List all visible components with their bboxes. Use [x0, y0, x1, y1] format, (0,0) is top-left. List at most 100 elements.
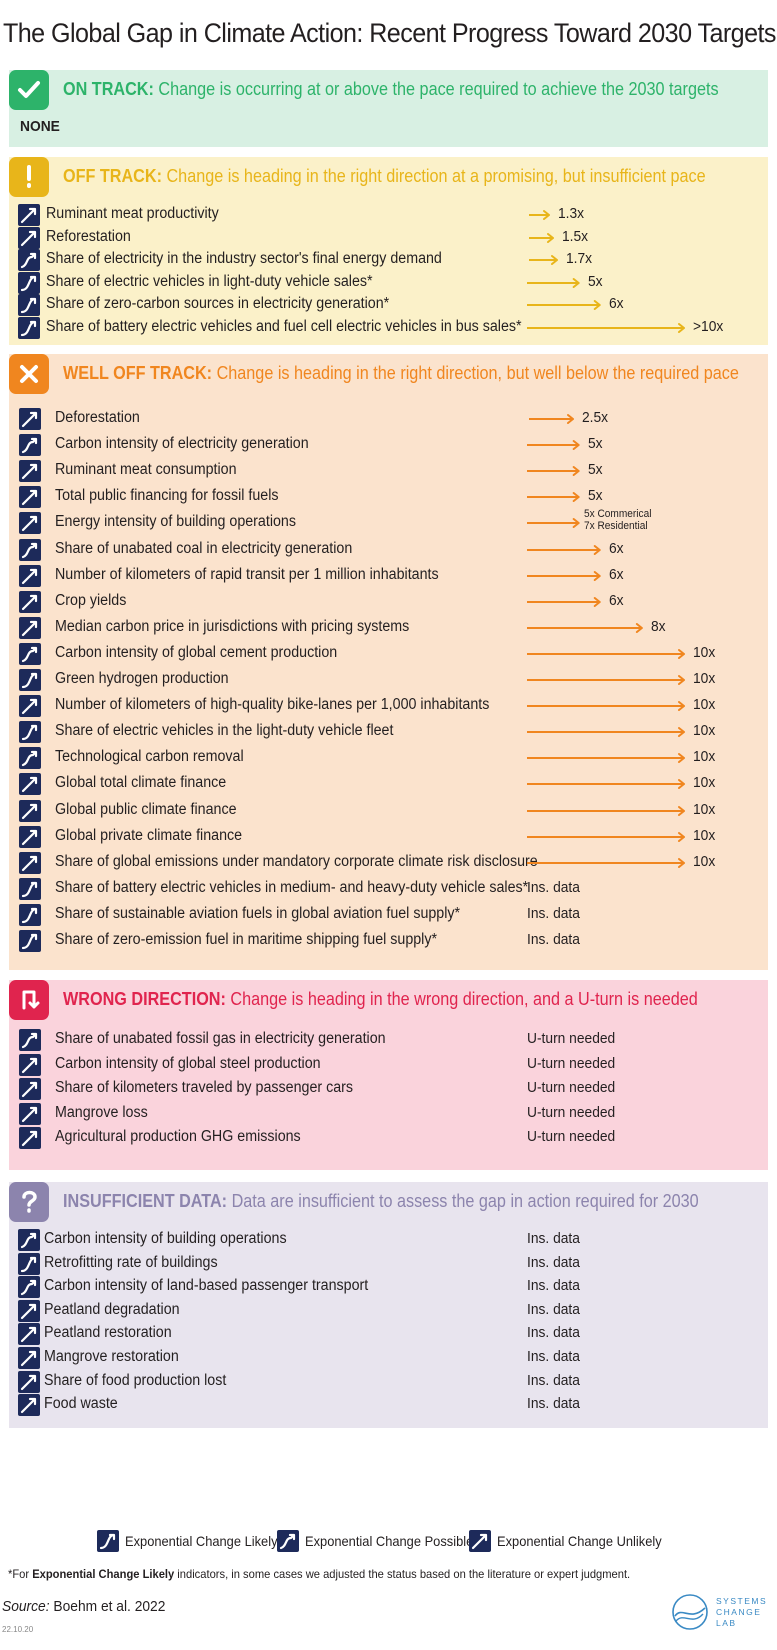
gap-arrow: [527, 779, 685, 790]
indicator-label: Share of zero-emission fuel in maritime …: [55, 931, 438, 948]
exponential-change-unlikely-icon: [19, 773, 41, 796]
status-value: Ins. data: [527, 1324, 580, 1342]
gap-value: 1.3x: [558, 205, 585, 222]
gap-value: 5x: [587, 487, 603, 505]
indicator-label: Global public climate finance: [55, 800, 237, 818]
gap-value: 8x: [650, 617, 666, 635]
exponential-change-likely-icon: [19, 930, 41, 952]
gap-arrow: [529, 414, 574, 424]
indicator-row: Green hydrogen production 10x: [9, 669, 768, 693]
footnote: *For Exponential Change Likely indicator…: [8, 1567, 630, 1581]
legend: Exponential Change Likely Exponential Cha…: [0, 1530, 777, 1560]
indicator-row: Peatland degradation Ins. data: [9, 1299, 768, 1324]
section-status: WELL OFF TRACK:: [63, 363, 213, 383]
indicator-label: Share of unabated coal in electricity ge…: [55, 539, 353, 557]
indicator-row: Retrofitting rate of buildings Ins. data: [9, 1252, 768, 1277]
gap-arrow: [529, 255, 558, 265]
section-description: Change is heading in the right direction…: [212, 363, 739, 383]
exponential-change-likely-icon: [97, 1530, 119, 1552]
indicator-label: Share of zero-carbon sources in electric…: [46, 295, 390, 312]
page-title: The Global Gap in Climate Action: Recent…: [3, 18, 776, 48]
section-wrong-direction: WRONG DIRECTION: Change is heading in th…: [9, 980, 768, 1170]
exponential-change-unlikely-icon: [19, 512, 41, 535]
gap-value: 6x: [608, 295, 624, 312]
indicator-label: Reforestation: [46, 227, 131, 245]
indicator-row: Share of electricity in the industry sec…: [9, 249, 768, 273]
section-header: WRONG DIRECTION: Change is heading in th…: [9, 980, 768, 1020]
section-heading: OFF TRACK: Change is heading in the righ…: [63, 166, 706, 187]
indicator-row: Food waste Ins. data: [9, 1394, 768, 1418]
indicator-label: Share of battery electric vehicles in me…: [55, 878, 529, 896]
gap-arrow: [527, 544, 601, 555]
source: Source: Boehm et al. 2022: [2, 1598, 165, 1615]
indicator-row: Reforestation 1.5x: [9, 226, 768, 251]
indicator-row: Agricultural production GHG emissions U-t…: [9, 1127, 768, 1151]
exponential-change-likely-icon: [18, 316, 40, 339]
exponential-change-likely-icon: [18, 1252, 40, 1275]
indicator-row: Crop yields 6x: [9, 590, 768, 615]
exponential-change-unlikely-icon: [19, 590, 41, 613]
footnote-bold: Exponential Change Likely: [32, 1567, 175, 1581]
gap-value: 10x: [693, 696, 716, 714]
gap-value: 1.5x: [562, 227, 589, 245]
exponential-change-unlikely-icon: [18, 1323, 40, 1346]
indicator-label: Technological carbon removal: [55, 748, 244, 766]
status-value: U-turn needed: [527, 1030, 616, 1047]
exponential-change-unlikely-icon: [469, 1530, 491, 1552]
indicator-row: Carbon intensity of global cement produc…: [9, 642, 768, 667]
gap-arrow: [527, 300, 601, 310]
gap-value: 10x: [693, 722, 716, 740]
indicator-row: Number of kilometers of rapid transit pe…: [9, 564, 768, 589]
indicator-row: Share of food production lost Ins. data: [9, 1370, 768, 1395]
exponential-change-unlikely-icon: [18, 226, 40, 249]
gap-arrow: [527, 596, 601, 607]
section-header: INSUFFICIENT DATA: Data are insufficient…: [9, 1182, 768, 1222]
gap-value: 10x: [693, 800, 716, 818]
gap-arrow: [527, 466, 580, 477]
legend-label: Exponential Change Unlikely: [497, 1533, 662, 1549]
status-value: Ins. data: [527, 878, 580, 896]
indicator-label: Retrofitting rate of buildings: [44, 1253, 218, 1271]
section-status: WRONG DIRECTION:: [63, 989, 226, 1009]
section-description: Change is heading in the wrong direction…: [225, 989, 698, 1009]
status-value: U-turn needed: [527, 1128, 616, 1145]
indicator-label: Share of sustainable aviation fuels in g…: [55, 904, 461, 922]
indicator-row: Mangrove loss U-turn needed: [9, 1102, 768, 1127]
footnote-prefix: *For: [8, 1567, 33, 1581]
status-value: U-turn needed: [527, 1103, 616, 1121]
indicator-label: Share of electric vehicles in light-duty…: [46, 272, 373, 290]
logo-line-3: LAB: [716, 1618, 737, 1628]
gap-value-residential: 7x Residential: [583, 520, 648, 533]
status-value: Ins. data: [527, 1230, 580, 1247]
indicator-label: Number of kilometers of high-quality bik…: [55, 696, 490, 714]
exponential-change-unlikely-icon: [19, 799, 41, 822]
indicator-label: Food waste: [44, 1395, 118, 1413]
exponential-change-unlikely-icon: [19, 460, 41, 483]
indicator-row: Energy intensity of building operations 5…: [9, 508, 768, 536]
indicator-label: Deforestation: [55, 409, 140, 426]
gap-arrow: [527, 831, 685, 842]
gap-arrow: [529, 232, 554, 243]
gap-arrow: [527, 857, 685, 868]
section-description: Data are insufficient to assess the gap …: [227, 1191, 699, 1211]
logo-mark-icon: [672, 1594, 708, 1630]
legend-label: Exponential Change Likely: [125, 1533, 278, 1549]
indicator-row: Median carbon price in jurisdictions wit…: [9, 616, 768, 641]
check-icon: [9, 70, 49, 110]
indicator-row: Share of electric vehicles in light-duty…: [9, 271, 768, 296]
indicator-label: Total public financing for fossil fuels: [55, 487, 279, 505]
exponential-change-possible-icon: [19, 434, 41, 457]
exponential-change-unlikely-icon: [19, 1078, 41, 1100]
indicator-row: Share of sustainable aviation fuels in g…: [9, 903, 768, 928]
exponential-change-possible-icon: [19, 538, 41, 561]
indicator-label: Green hydrogen production: [55, 670, 229, 687]
indicator-row: Global public climate finance 10x: [9, 799, 768, 824]
indicator-label: Share of battery electric vehicles and f…: [46, 317, 522, 335]
x-icon: [9, 354, 49, 394]
section-status: INSUFFICIENT DATA:: [63, 1191, 228, 1211]
indicator-label: Global private climate finance: [55, 826, 243, 844]
status-value: Ins. data: [527, 1253, 580, 1271]
gap-arrow: [527, 753, 685, 764]
indicator-row: Technological carbon removal 10x: [9, 747, 768, 771]
exponential-change-unlikely-icon: [19, 1102, 41, 1125]
